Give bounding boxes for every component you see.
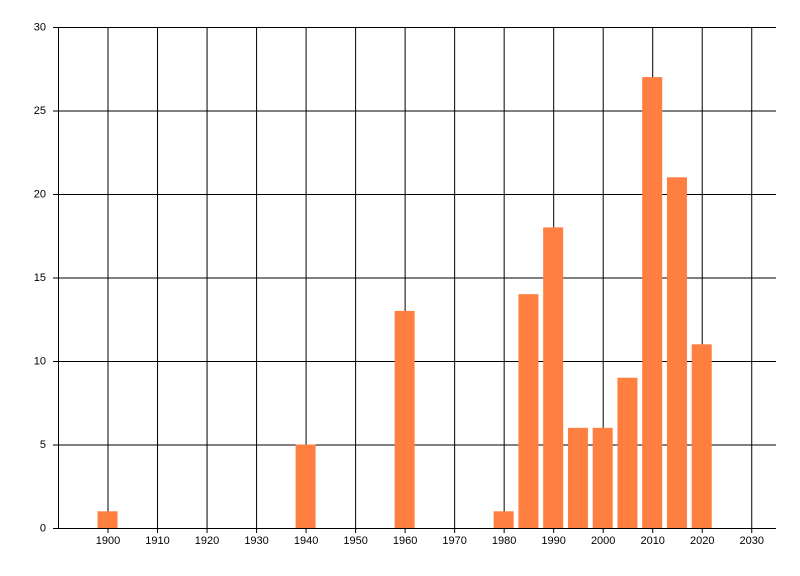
bar xyxy=(617,377,638,528)
y-tick-label: 10 xyxy=(34,355,46,367)
bar xyxy=(543,227,564,528)
bar xyxy=(394,310,415,528)
bar xyxy=(493,511,514,528)
x-tick-label: 1940 xyxy=(294,535,318,547)
bar xyxy=(691,344,712,528)
x-tick-label: 2010 xyxy=(640,535,664,547)
x-tick-label: 2020 xyxy=(690,535,714,547)
y-tick-label: 30 xyxy=(34,21,46,33)
x-tick-label: 2030 xyxy=(739,535,763,547)
x-tick-label: 1900 xyxy=(96,535,120,547)
x-tick-label: 1920 xyxy=(195,535,219,547)
x-tick-label: 1990 xyxy=(541,535,565,547)
x-tick-label: 1970 xyxy=(442,535,466,547)
bar xyxy=(518,294,539,528)
x-tick-label: 1910 xyxy=(145,535,169,547)
x-tick-label: 1950 xyxy=(343,535,367,547)
y-tick-label: 0 xyxy=(40,522,46,534)
y-tick-label: 25 xyxy=(34,105,46,117)
bar xyxy=(567,427,588,528)
bar xyxy=(295,444,316,528)
x-tick-label: 1960 xyxy=(393,535,417,547)
x-tick-label: 1980 xyxy=(492,535,516,547)
y-tick-label: 20 xyxy=(34,188,46,200)
bar xyxy=(592,427,613,528)
y-tick-label: 5 xyxy=(40,439,46,451)
bar xyxy=(642,77,663,528)
bar xyxy=(97,511,118,528)
bar xyxy=(666,177,687,529)
x-tick-label: 2000 xyxy=(591,535,615,547)
y-tick-label: 15 xyxy=(34,272,46,284)
x-tick-label: 1930 xyxy=(244,535,268,547)
